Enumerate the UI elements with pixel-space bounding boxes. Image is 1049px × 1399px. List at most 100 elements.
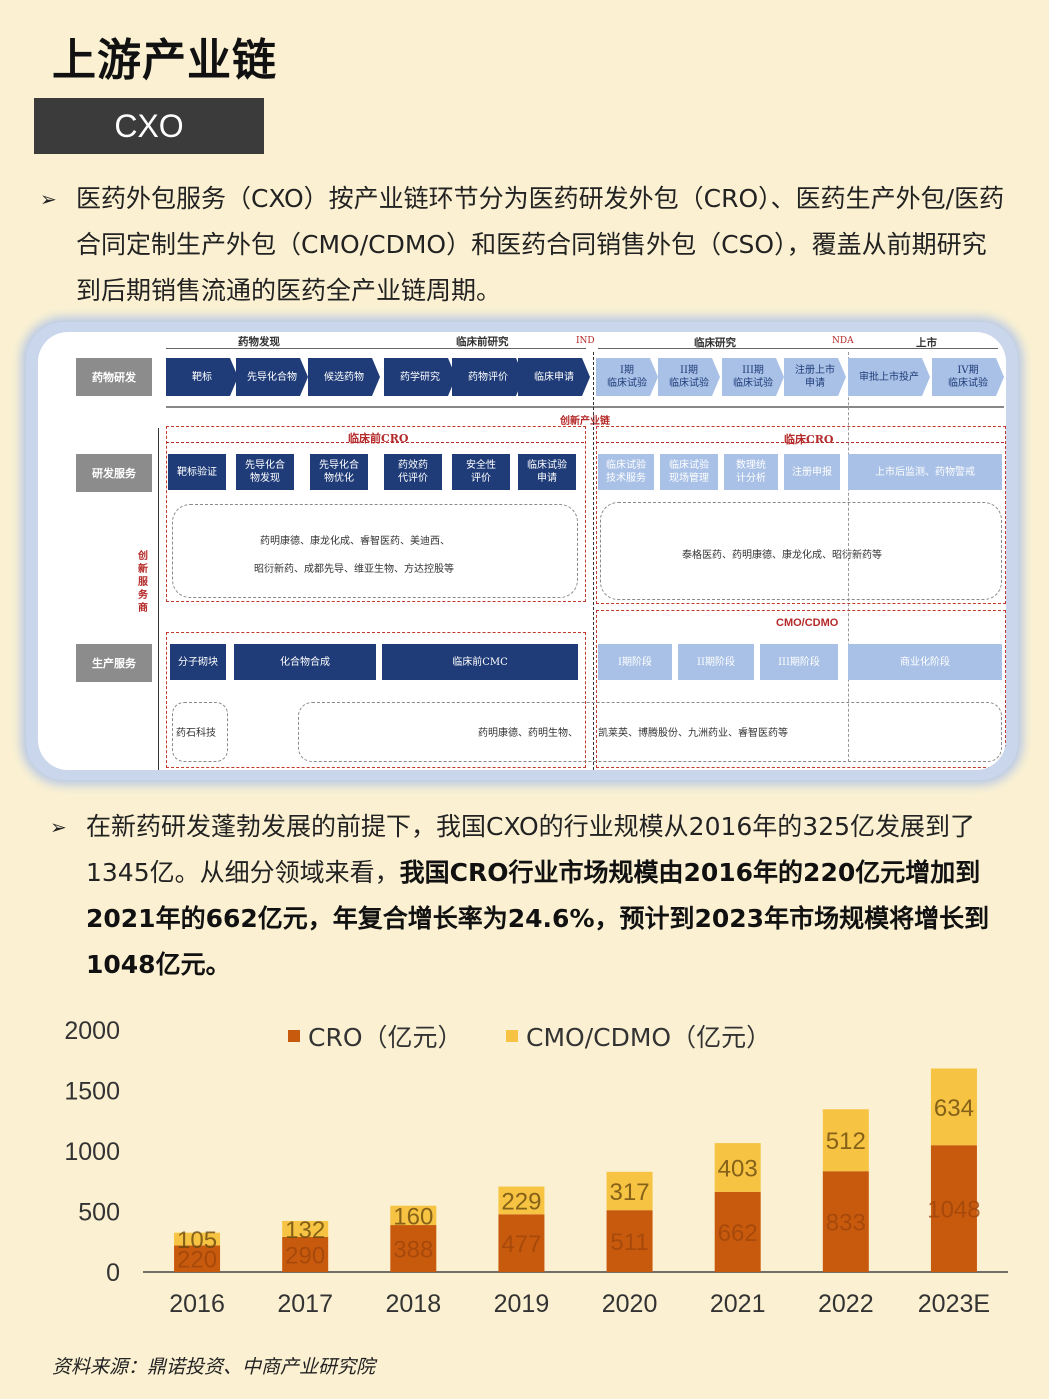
data-label-0-4: 511: [610, 1229, 648, 1256]
y-tick-label: 500: [78, 1199, 120, 1227]
clinical-step-2: III期 临床试验: [722, 358, 784, 396]
legend-swatch-1: [506, 1030, 518, 1042]
x-tick-label: 2020: [602, 1290, 658, 1318]
paragraph-2-text: 在新药研发蓬勃发展的前提下，我国CXO的行业规模从2016年的325亿发展到了1…: [50, 804, 1010, 988]
bar-0-3: [498, 1214, 545, 1272]
legend-swatch-0: [288, 1030, 300, 1042]
y-tick-label: 2000: [64, 1017, 120, 1045]
phase-market: 上市: [916, 337, 937, 349]
paragraph-2: ➢ 在新药研发蓬勃发展的前提下，我国CXO的行业规模从2016年的325亿发展到…: [50, 804, 1010, 988]
cmo-cdmo-label: CMO/CDMO: [776, 617, 839, 629]
bar-1-7: [930, 1068, 977, 1146]
row-label-service: 研发服务: [76, 454, 152, 492]
production-companies-right-1: 药明康德、药明生物、: [478, 728, 578, 739]
data-label-0-1: 290: [285, 1242, 325, 1269]
data-label-0-6: 833: [826, 1210, 866, 1237]
phase-clinical: 临床研究: [694, 337, 736, 349]
production-company-left: 药石科技: [176, 728, 216, 739]
paragraph-1: ➢ 医药外包服务（CXO）按产业链环节分为医药研发外包（CRO）、医药生产外包/…: [40, 176, 1010, 314]
clinical-step-5: IV期 临床试验: [932, 358, 1004, 396]
bullet-arrow-icon: ➢: [40, 187, 57, 211]
service-pre-1: 先导化合 物发现: [236, 454, 294, 490]
legend-label-1: CMO/CDMO（亿元）: [526, 1023, 771, 1052]
service-clin-2: 数理统 计分析: [724, 454, 778, 490]
x-tick-label: 2016: [169, 1290, 225, 1318]
bar-1-3: [498, 1186, 545, 1215]
bar-1-0: [174, 1232, 221, 1246]
bar-0-6: [822, 1171, 869, 1272]
clinical-step-1: II期 临床试验: [658, 358, 720, 396]
preclinical-cro-label: 临床前CRO: [348, 432, 409, 445]
row-label-rd: 药物研发: [76, 358, 152, 396]
rd-step-4: 药物评价: [452, 358, 524, 396]
bar-0-1: [282, 1236, 329, 1272]
production-clin-1: II期阶段: [678, 644, 754, 680]
data-label-1-7: 634: [934, 1095, 974, 1122]
bar-0-2: [390, 1225, 437, 1272]
bar-0-4: [606, 1210, 653, 1272]
phase-nda: NDA: [832, 336, 854, 346]
production-pre-2: 临床前CMC: [382, 644, 578, 680]
data-label-1-6: 512: [826, 1128, 866, 1155]
rd-step-5: 临床申请: [518, 358, 590, 396]
bar-0-0: [174, 1245, 221, 1272]
x-tick-label: 2019: [494, 1290, 550, 1318]
data-label-0-0: 220: [177, 1247, 217, 1274]
rd-step-1: 先导化合物: [236, 358, 308, 396]
legend-label-0: CRO（亿元）: [308, 1023, 463, 1052]
clinical-step-3: 注册上市 申请: [784, 358, 846, 396]
phase-ind: IND: [576, 336, 595, 346]
x-tick-label: 2022: [818, 1290, 874, 1318]
phase-drug-discovery: 药物发现: [238, 336, 280, 348]
data-label-1-2: 160: [393, 1203, 433, 1230]
bar-1-6: [822, 1109, 869, 1172]
service-pre-0: 靶标验证: [168, 454, 226, 490]
service-pre-2: 先导化合 物优化: [310, 454, 368, 490]
production-pre-1: 化合物合成: [234, 644, 376, 680]
bullet-arrow-icon-2: ➢: [50, 815, 67, 839]
production-clin-2: III期阶段: [760, 644, 838, 680]
data-label-0-5: 662: [718, 1220, 758, 1247]
data-label-1-4: 317: [610, 1179, 650, 1206]
rd-step-3: 药学研究: [384, 358, 456, 396]
side-label-innovation: 创新服务商: [138, 551, 148, 614]
clinical-cro-label: 临床CRO: [784, 433, 834, 446]
clinical-step-4: 审批上市投产: [848, 358, 930, 396]
page-title: 上游产业链: [52, 35, 277, 86]
production-pre-0: 分子砌块: [170, 644, 226, 680]
service-clin-3: 注册申报: [784, 454, 840, 490]
service-pre-4: 安全性 评价: [452, 454, 510, 490]
x-tick-label: 2023E: [918, 1290, 990, 1318]
preclinical-companies-line-2: 昭衍新药、成都先导、维亚生物、方达控股等: [254, 564, 454, 575]
data-label-1-3: 229: [501, 1188, 541, 1215]
clinical-companies: 泰格医药、药明康德、康龙化成、昭衍新药等: [682, 550, 882, 561]
row-label-production: 生产服务: [76, 644, 152, 682]
production-clin-0: I期阶段: [598, 644, 672, 680]
y-tick-label: 0: [106, 1259, 120, 1287]
service-clin-4: 上市后监测、药物警戒: [848, 454, 1002, 490]
paragraph-1-text: 医药外包服务（CXO）按产业链环节分为医药研发外包（CRO）、医药生产外包/医药…: [76, 184, 1005, 305]
industry-chain-diagram: 药物发现 临床前研究 IND 临床研究 NDA 上市 药物研发 研发服务 生产服…: [26, 322, 1018, 780]
bar-0-5: [714, 1191, 761, 1272]
source-note: 资料来源：鼎诺投资、中商产业研究院: [52, 1356, 376, 1378]
clinical-step-0: I期 临床试验: [596, 358, 658, 396]
bar-1-2: [390, 1205, 437, 1226]
data-label-0-7: 1048: [927, 1197, 980, 1224]
phase-preclinical: 临床前研究: [456, 336, 509, 348]
paragraph-2-bold: 我国CRO行业市场规模由2016年的220亿元增加到2021年的662亿元，年复…: [86, 858, 990, 979]
x-tick-label: 2021: [710, 1290, 766, 1318]
bar-1-5: [714, 1143, 761, 1192]
paragraph-2-normal: 在新药研发蓬勃发展的前提下，我国CXO的行业规模从2016年的325亿发展到了1…: [86, 812, 976, 887]
x-tick-label: 2017: [277, 1290, 333, 1318]
preclinical-companies-line-1: 药明康德、康龙化成、睿智医药、美迪西、: [260, 536, 450, 547]
rd-step-0: 靶标: [166, 358, 238, 396]
y-tick-label: 1000: [64, 1138, 120, 1166]
y-tick-label: 1500: [64, 1078, 120, 1106]
production-companies-right-2: 凯莱英、博腾股份、九洲药业、睿智医药等: [598, 728, 788, 739]
data-label-1-0: 105: [177, 1227, 217, 1254]
industry-chain-diagram-inner: 药物发现 临床前研究 IND 临床研究 NDA 上市 药物研发 研发服务 生产服…: [38, 332, 1006, 770]
bar-0-7: [930, 1145, 977, 1272]
production-clin-3: 商业化阶段: [848, 644, 1002, 680]
x-tick-label: 2018: [386, 1290, 442, 1318]
